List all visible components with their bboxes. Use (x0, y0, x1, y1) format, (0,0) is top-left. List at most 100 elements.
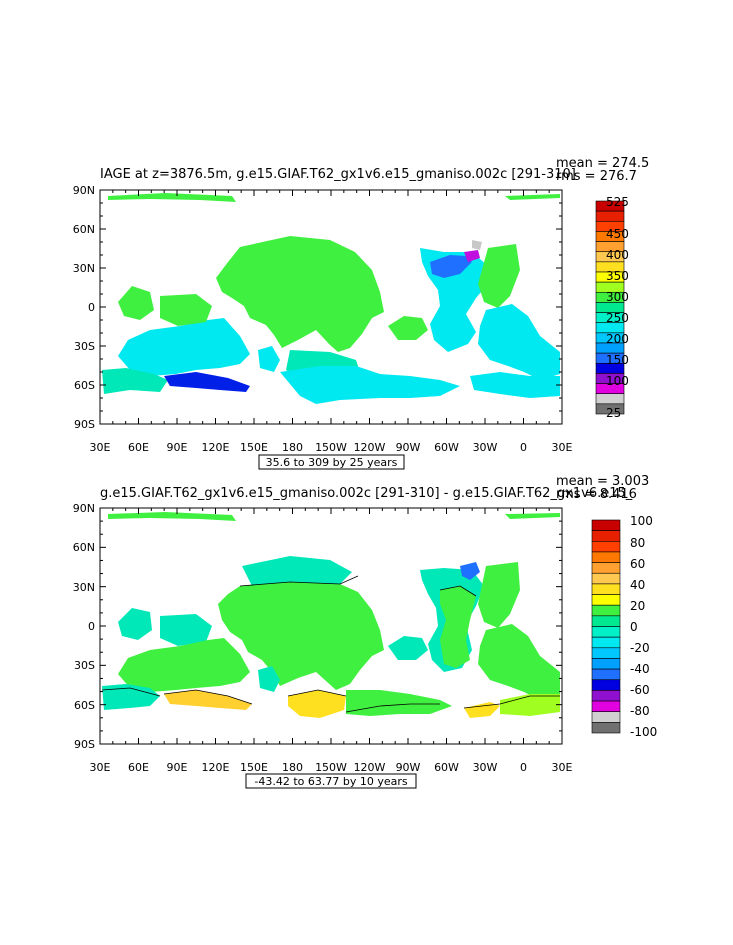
y-tick-label: 90N (73, 502, 95, 515)
y-tick-label: 90S (74, 418, 95, 431)
y-tick-label: 90N (73, 184, 95, 197)
colorbar-label: 25 (606, 406, 621, 420)
colorbar-label: 350 (606, 269, 629, 283)
y-tick-label: 30S (74, 659, 95, 672)
colorbar-label: 250 (606, 311, 629, 325)
x-tick-label: 30E (90, 441, 111, 454)
x-tick-label: 0 (520, 761, 527, 774)
colorbar-labels: 100 80 60 40 20 0 -20 -40 -60 -80 -100 (630, 514, 657, 739)
y-tick-label: 30N (73, 581, 95, 594)
y-tick-label: 0 (88, 620, 95, 633)
colorbar-label: 100 (606, 374, 629, 388)
x-ticks (99, 190, 563, 424)
colorbar-swatch (591, 711, 621, 723)
colorbar-label: 300 (606, 290, 629, 304)
colorbar-label: 525 (606, 195, 629, 209)
colorbar (591, 519, 621, 734)
colorbar-swatch (595, 210, 625, 222)
x-tick-label: 90E (167, 761, 188, 774)
colorbar-label: 0 (630, 620, 638, 634)
panel-title: g.e15.GIAF.T62_gx1v6.e15_gmaniso.002c [2… (100, 486, 633, 501)
colorbar-swatch (595, 393, 625, 405)
y-tick-label: 60S (74, 699, 95, 712)
y-tick-label: 0 (88, 301, 95, 314)
colorbar-label: 400 (606, 248, 629, 262)
colorbar-label: 150 (606, 353, 629, 367)
x-tick-labels: 30E 60E 90E 120E 150E 180 150W 120W 90W … (90, 761, 573, 774)
x-tick-label: 90W (396, 761, 421, 774)
x-tick-label: 30E (552, 761, 573, 774)
colorbar-label: -100 (630, 725, 657, 739)
x-tick-label: 150W (315, 441, 347, 454)
colorbar-swatch (595, 403, 625, 415)
colorbar-swatch (591, 679, 621, 691)
colorbar-swatch (591, 572, 621, 585)
y-tick-label: 30N (73, 262, 95, 275)
y-tick-label: 60N (73, 223, 95, 236)
range-box (245, 773, 417, 789)
colorbar-swatch (591, 722, 621, 734)
range-box (258, 454, 405, 470)
panel-title: IAGE at z=3876.5m, g.e15.GIAF.T62_gx1v6.… (100, 167, 576, 182)
x-tick-labels: 30E 60E 90E 120E 150E 180 150W 120W 90W … (90, 441, 573, 454)
colorbar-label: 200 (606, 332, 629, 346)
colorbar-swatch (591, 658, 621, 670)
x-tick-label: 60E (128, 441, 149, 454)
colorbar-swatch (591, 668, 621, 681)
y-tick-labels: 90N 60N 30N 0 30S 60S 90S (73, 184, 95, 431)
colorbar-label: -40 (630, 662, 650, 676)
colorbar-labels: 525 450 400 350 300 250 200 150 100 25 (606, 195, 629, 420)
x-tick-label: 150E (240, 441, 268, 454)
x-tick-label: 180 (282, 761, 303, 774)
colorbar-swatch (591, 594, 621, 606)
range-note: -43.42 to 63.77 by 10 years (254, 775, 408, 788)
x-tick-label: 30E (552, 441, 573, 454)
colorbar-label: 20 (630, 599, 645, 613)
colorbar-swatch (591, 519, 621, 531)
colorbar-label: 60 (630, 557, 645, 571)
colorbar-label: -60 (630, 683, 650, 697)
rms-stat: rms = 276.7 (556, 169, 637, 184)
x-tick-label: 30W (473, 441, 498, 454)
colorbar-swatch (591, 530, 621, 542)
x-tick-label: 90W (396, 441, 421, 454)
colorbar-swatch (591, 551, 621, 563)
x-tick-label: 150W (315, 761, 347, 774)
y-tick-label: 90S (74, 738, 95, 751)
colorbar-label: 80 (630, 536, 645, 550)
x-tick-label: 60W (434, 441, 459, 454)
colorbar-label: -80 (630, 704, 650, 718)
colorbar-swatch (591, 562, 621, 574)
colorbar-swatch (591, 690, 621, 702)
y-tick-label: 60S (74, 379, 95, 392)
panel-bottom: g.e15.GIAF.T62_gx1v6.e15_gmaniso.002c [2… (73, 474, 657, 789)
y-tick-label: 30S (74, 340, 95, 353)
colorbar-swatch (591, 540, 621, 553)
mean-stat: mean = 274.5 (556, 156, 649, 171)
panel-top: IAGE at z=3876.5m, g.e15.GIAF.T62_gx1v6.… (73, 156, 649, 470)
mean-stat: mean = 3.003 (556, 474, 649, 489)
x-tick-label: 150E (240, 761, 268, 774)
colorbar-label: -20 (630, 641, 650, 655)
x-tick-label: 120W (354, 441, 386, 454)
x-tick-label: 30W (473, 761, 498, 774)
y-tick-label: 60N (73, 541, 95, 554)
colorbar-label: 450 (606, 227, 629, 241)
rms-stat: rms = 8.416 (556, 487, 637, 502)
colorbar-swatch (591, 615, 621, 627)
y-ticks (100, 189, 562, 425)
colorbar-swatch (591, 636, 621, 649)
x-ticks (99, 508, 563, 744)
x-tick-label: 90E (167, 441, 188, 454)
colorbar-swatch (591, 626, 621, 638)
y-ticks (100, 507, 562, 745)
colorbar-label: 100 (630, 514, 653, 528)
x-tick-label: 0 (520, 441, 527, 454)
x-tick-label: 120W (354, 761, 386, 774)
x-tick-label: 60E (128, 761, 149, 774)
colorbar (595, 200, 625, 415)
x-tick-label: 120E (202, 761, 230, 774)
x-tick-label: 60W (434, 761, 459, 774)
y-tick-labels: 90N 60N 30N 0 30S 60S 90S (73, 502, 95, 751)
